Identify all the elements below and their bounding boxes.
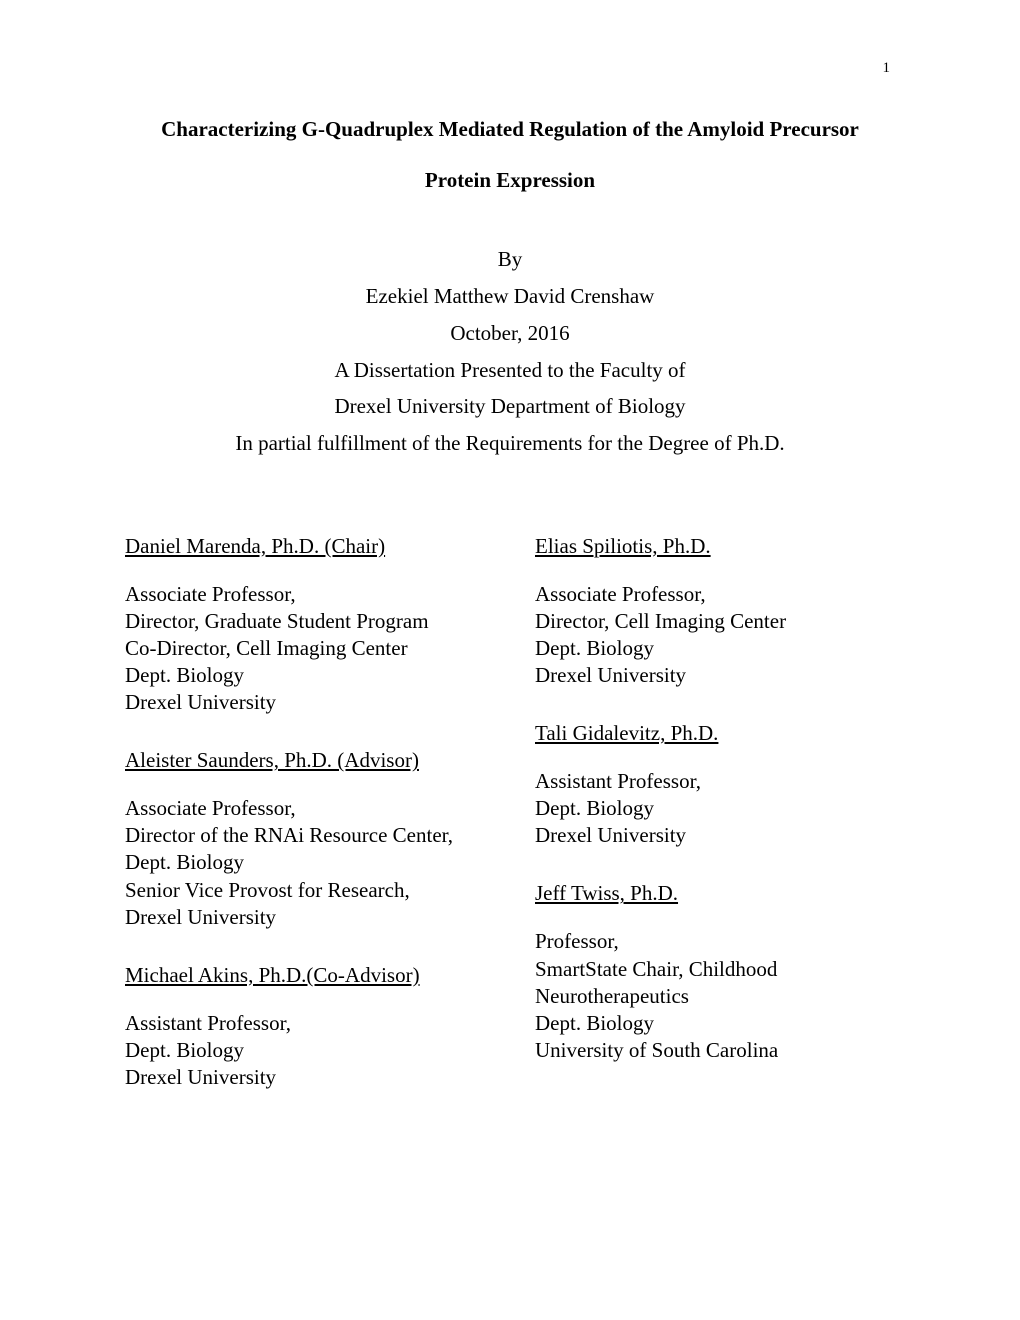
member-line: Assistant Professor, [125,1010,485,1037]
member-line: Neurotherapeutics [535,983,895,1010]
member-line: Director, Cell Imaging Center [535,608,895,635]
member-line: Associate Professor, [125,581,485,608]
committee-member: Daniel Marenda, Ph.D. (Chair) Associate … [125,534,485,716]
member-line: Dept. Biology [125,662,485,689]
member-name: Michael Akins, Ph.D.(Co-Advisor) [125,963,420,988]
member-details: Associate Professor, Director, Cell Imag… [535,581,895,689]
committee-block: Daniel Marenda, Ph.D. (Chair) Associate … [125,534,895,1123]
member-details: Assistant Professor, Dept. Biology Drexe… [125,1010,485,1091]
member-line: Associate Professor, [125,795,485,822]
title-line-2: Protein Expression [125,168,895,193]
member-name: Elias Spiliotis, Ph.D. [535,534,711,559]
committee-member: Elias Spiliotis, Ph.D. Associate Profess… [535,534,895,689]
member-line: Dept. Biology [125,849,485,876]
presented-line: A Dissertation Presented to the Faculty … [125,352,895,389]
member-line: Dept. Biology [125,1037,485,1064]
by-label: By [125,241,895,278]
member-name: Jeff Twiss, Ph.D. [535,881,678,906]
committee-left-column: Daniel Marenda, Ph.D. (Chair) Associate … [125,534,485,1123]
committee-member: Jeff Twiss, Ph.D. Professor, SmartState … [535,881,895,1063]
author-name: Ezekiel Matthew David Crenshaw [125,278,895,315]
member-line: Dept. Biology [535,1010,895,1037]
page: 1 Characterizing G-Quadruplex Mediated R… [0,0,1020,1320]
member-details: Associate Professor, Director of the RNA… [125,795,485,930]
member-line: Assistant Professor, [535,768,895,795]
committee-member: Aleister Saunders, Ph.D. (Advisor) Assoc… [125,748,485,930]
member-line: University of South Carolina [535,1037,895,1064]
member-line: Drexel University [125,1064,485,1091]
member-line: Co-Director, Cell Imaging Center [125,635,485,662]
member-details: Professor, SmartState Chair, Childhood N… [535,928,895,1063]
department-line: Drexel University Department of Biology [125,388,895,425]
member-details: Associate Professor, Director, Graduate … [125,581,485,716]
committee-member: Michael Akins, Ph.D.(Co-Advisor) Assista… [125,963,485,1091]
member-name: Tali Gidalevitz, Ph.D. [535,721,718,746]
committee-member: Tali Gidalevitz, Ph.D. Assistant Profess… [535,721,895,849]
member-line: Senior Vice Provost for Research, [125,877,485,904]
member-line: Director of the RNAi Resource Center, [125,822,485,849]
info-block: By Ezekiel Matthew David Crenshaw Octobe… [125,241,895,462]
member-line: Dept. Biology [535,635,895,662]
title-line-1: Characterizing G-Quadruplex Mediated Reg… [125,115,895,144]
member-line: Drexel University [125,689,485,716]
fulfillment-line: In partial fulfillment of the Requiremen… [125,425,895,462]
member-line: Director, Graduate Student Program [125,608,485,635]
member-line: Drexel University [535,662,895,689]
member-name: Daniel Marenda, Ph.D. (Chair) [125,534,385,559]
member-name: Aleister Saunders, Ph.D. (Advisor) [125,748,419,773]
member-line: SmartState Chair, Childhood [535,956,895,983]
member-details: Assistant Professor, Dept. Biology Drexe… [535,768,895,849]
member-line: Dept. Biology [535,795,895,822]
member-line: Drexel University [125,904,485,931]
committee-right-column: Elias Spiliotis, Ph.D. Associate Profess… [535,534,895,1123]
member-line: Associate Professor, [535,581,895,608]
date: October, 2016 [125,315,895,352]
member-line: Professor, [535,928,895,955]
member-line: Drexel University [535,822,895,849]
page-number: 1 [883,60,891,77]
